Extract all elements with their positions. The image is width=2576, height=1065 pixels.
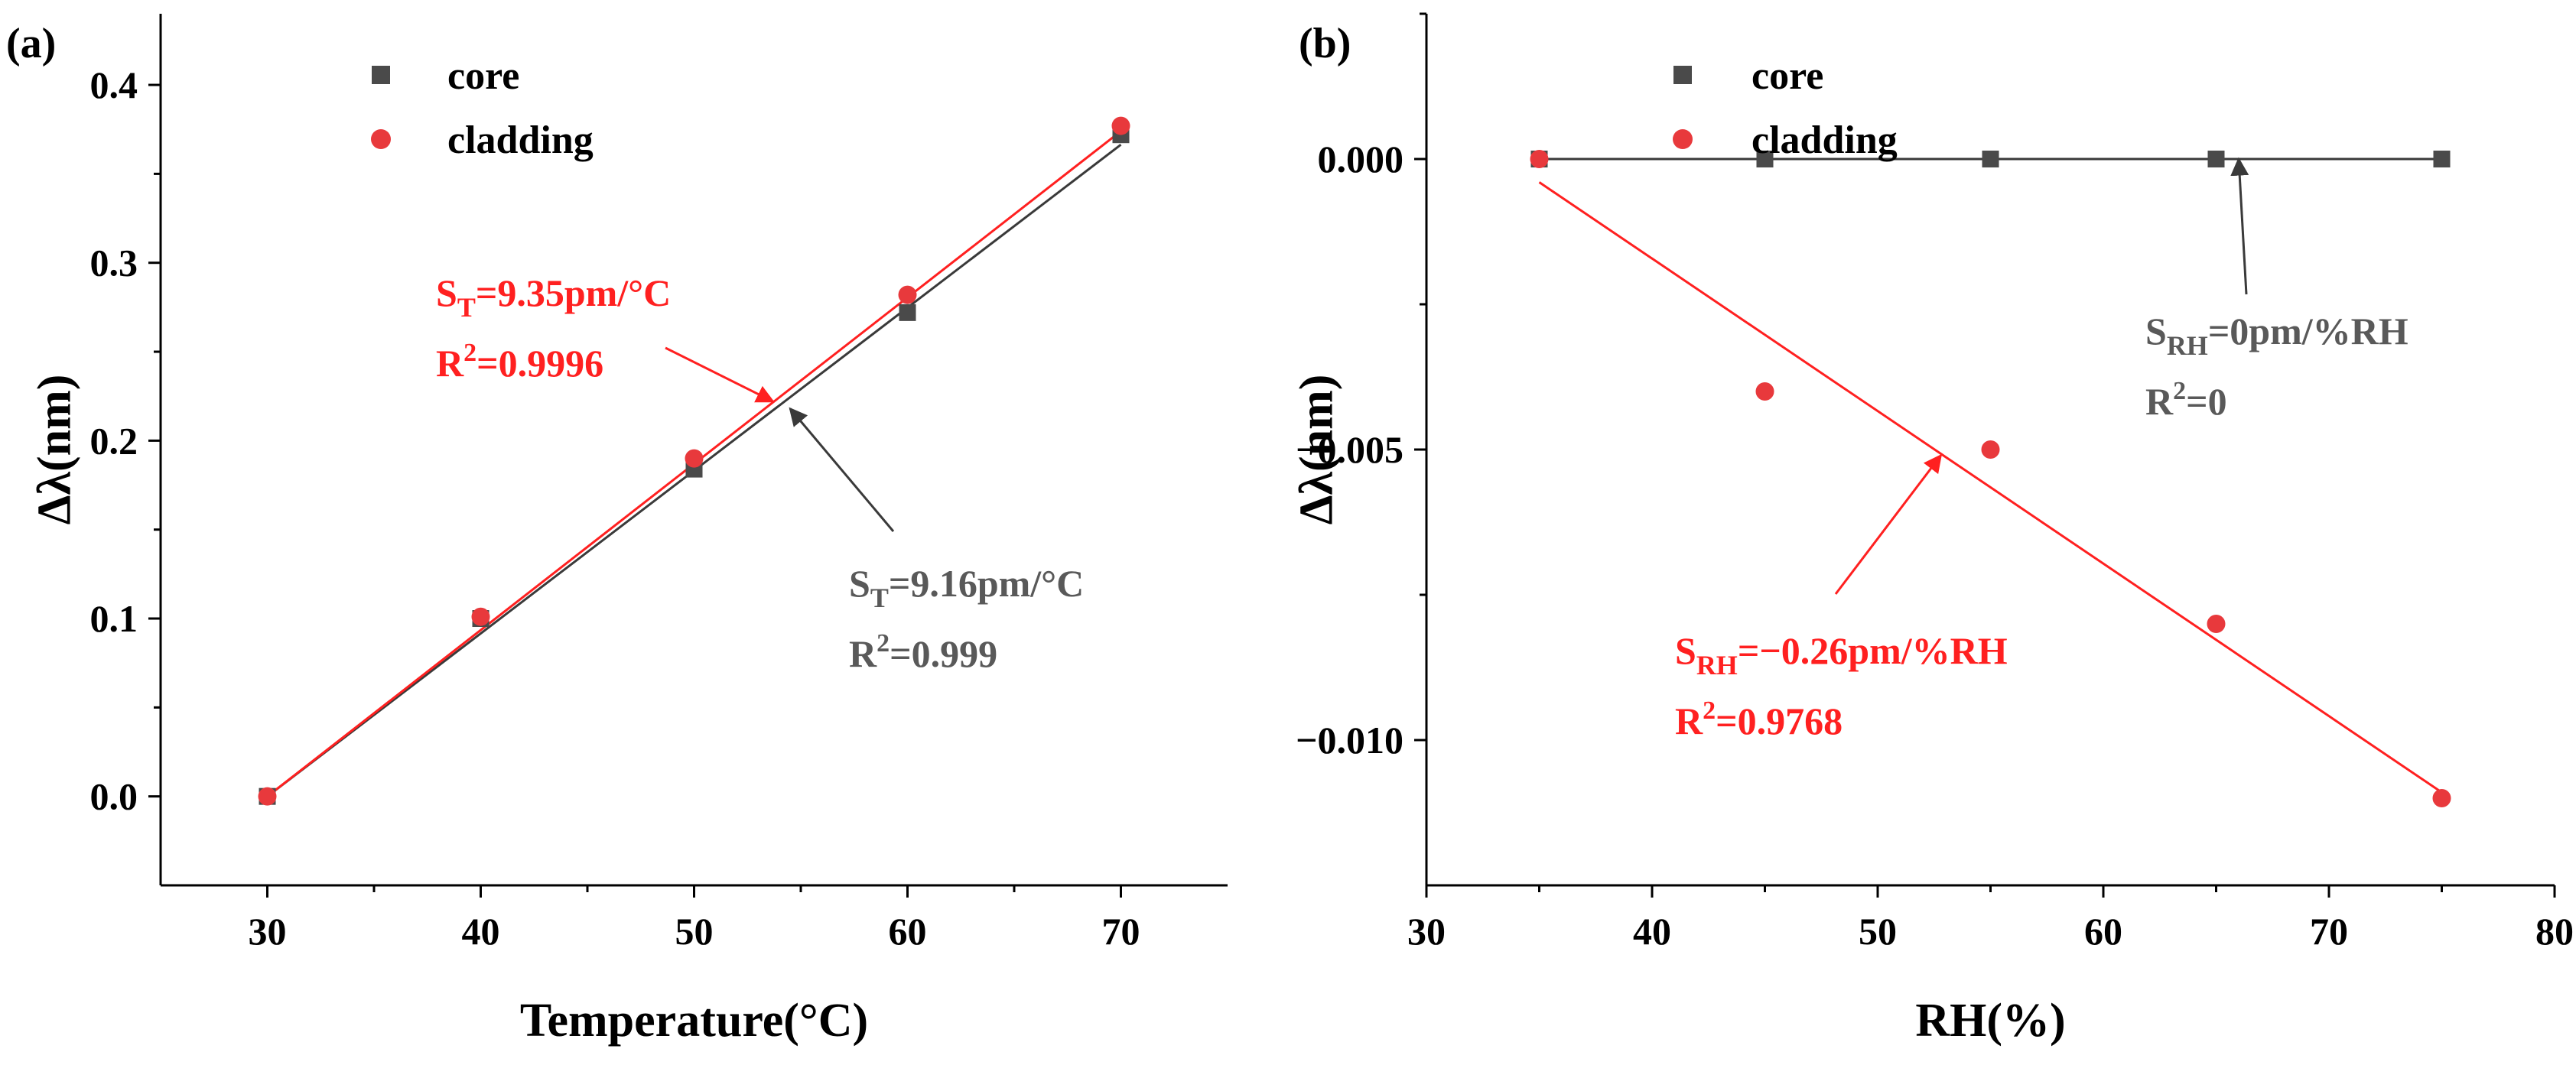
annotation-sensitivity: ST=9.16pm/°C — [849, 562, 1084, 613]
legend-marker-cladding — [371, 129, 391, 149]
annotation-s-value: =0pm/%RH — [2208, 310, 2408, 352]
annotation-r-sup: 2 — [877, 629, 890, 658]
y-tick-label: −0.010 — [1296, 719, 1403, 761]
annotation-r2: R2=0.999 — [849, 629, 997, 675]
legend-label-core: core — [1751, 54, 1823, 98]
y-tick-label: 0.2 — [90, 419, 138, 462]
legend-marker-cladding — [1673, 129, 1693, 149]
x-tick-label: 30 — [1407, 910, 1446, 953]
data-point-cladding — [2432, 789, 2451, 807]
y-axis-title: Δλ(nm) — [29, 375, 81, 525]
annotation-r-sup: 2 — [2173, 377, 2186, 405]
x-tick-label: 80 — [2535, 910, 2574, 953]
legend-marker-core — [1673, 66, 1692, 84]
x-tick-label: 40 — [1633, 910, 1671, 953]
annotation-r-sup: 2 — [463, 339, 476, 367]
annotation-r2: R2=0 — [2145, 377, 2227, 423]
annotation-r2: R2=0.9768 — [1675, 696, 1843, 742]
y-tick-label: 0.4 — [90, 63, 138, 106]
x-tick-label: 60 — [2084, 910, 2122, 953]
y-tick-label: −0.005 — [1296, 428, 1403, 471]
annotation-r-value: =0.9996 — [476, 342, 603, 385]
panel-b: (b) 30 40 50 60 70 80 0.000 −0.005 −0.010 RH(%) Δλ(… — [1291, 12, 2574, 1047]
x-tick-label: 60 — [889, 910, 927, 953]
annotation-r-value: =0.999 — [890, 632, 997, 675]
legend-label-cladding: cladding — [447, 119, 594, 162]
data-point-core — [1756, 151, 1774, 167]
legend-label-cladding: cladding — [1751, 119, 1898, 162]
annotation-s: S — [2145, 310, 2167, 352]
fit-line-cladding — [1538, 181, 2443, 794]
annotation-s-value: =−0.26pm/%RH — [1738, 629, 2008, 672]
annotation-s-value: =9.35pm/°C — [476, 271, 671, 314]
annotation-arrow-cladding — [1834, 453, 1943, 595]
data-point-cladding — [1111, 116, 1130, 135]
legend-marker-core — [372, 66, 390, 84]
annotation-s-sub: RH — [1696, 650, 1738, 680]
x-axis-title: RH(%) — [1915, 995, 2065, 1047]
x-axis-title: Temperature(°C) — [520, 995, 868, 1047]
annotation-s-sub: T — [457, 292, 476, 323]
y-tick-label: 0.0 — [90, 775, 138, 818]
data-point-cladding — [471, 607, 490, 626]
annotation-r: R — [849, 632, 877, 675]
data-point-cladding — [685, 449, 704, 468]
x-tick-label: 50 — [675, 910, 714, 953]
legend-label-core: core — [447, 54, 519, 98]
annotation-sensitivity: ST=9.35pm/°C — [436, 271, 671, 323]
annotation-arrow-cladding — [665, 346, 775, 403]
annotation-s-value: =9.16pm/°C — [889, 562, 1084, 605]
annotation-arrow-core — [2230, 157, 2249, 295]
annotation-r: R — [2145, 380, 2174, 423]
data-point-core — [1982, 151, 1999, 167]
panel-label: (a) — [6, 20, 56, 67]
annotation-r-value: =0 — [2186, 380, 2227, 423]
annotation-r: R — [1675, 700, 1703, 742]
data-point-cladding — [898, 285, 917, 304]
x-tick-label: 70 — [2310, 910, 2348, 953]
y-tick-label: 0.1 — [90, 597, 138, 640]
y-axis-title: Δλ(nm) — [1291, 375, 1343, 525]
y-tick-label: 0.3 — [90, 242, 138, 284]
data-point-cladding — [1530, 150, 1549, 168]
data-point-cladding — [1755, 382, 1774, 401]
annotation-s: S — [1675, 629, 1696, 672]
panel-a: (a) 30 40 50 60 70 0.0 0.1 0.2 0.3 0.4 Temperature(… — [6, 14, 1228, 1047]
annotation-r: R — [436, 342, 464, 385]
annotation-sensitivity: SRH=0pm/%RH — [2145, 310, 2408, 361]
data-point-core — [2433, 151, 2451, 167]
x-tick-label: 40 — [462, 910, 500, 953]
annotation-s-sub: T — [870, 583, 889, 613]
annotation-r-value: =0.9768 — [1716, 700, 1843, 742]
annotation-s: S — [436, 271, 457, 314]
x-tick-label: 30 — [249, 910, 287, 953]
annotation-s-sub: RH — [2167, 330, 2208, 361]
y-tick-label: 0.000 — [1318, 138, 1404, 180]
data-point-core — [899, 304, 916, 321]
data-point-cladding — [258, 787, 277, 806]
annotation-arrow-core — [789, 407, 895, 532]
panel-label: (b) — [1299, 20, 1351, 67]
annotation-r-sup: 2 — [1703, 696, 1716, 725]
annotation-s: S — [849, 562, 870, 605]
data-point-cladding — [2207, 615, 2226, 633]
x-tick-label: 50 — [1859, 910, 1897, 953]
annotation-sensitivity: SRH=−0.26pm/%RH — [1675, 629, 2008, 680]
x-tick-label: 70 — [1102, 910, 1140, 953]
data-point-core — [2207, 151, 2225, 167]
data-point-cladding — [1981, 440, 2000, 459]
annotation-r2: R2=0.9996 — [436, 339, 603, 385]
